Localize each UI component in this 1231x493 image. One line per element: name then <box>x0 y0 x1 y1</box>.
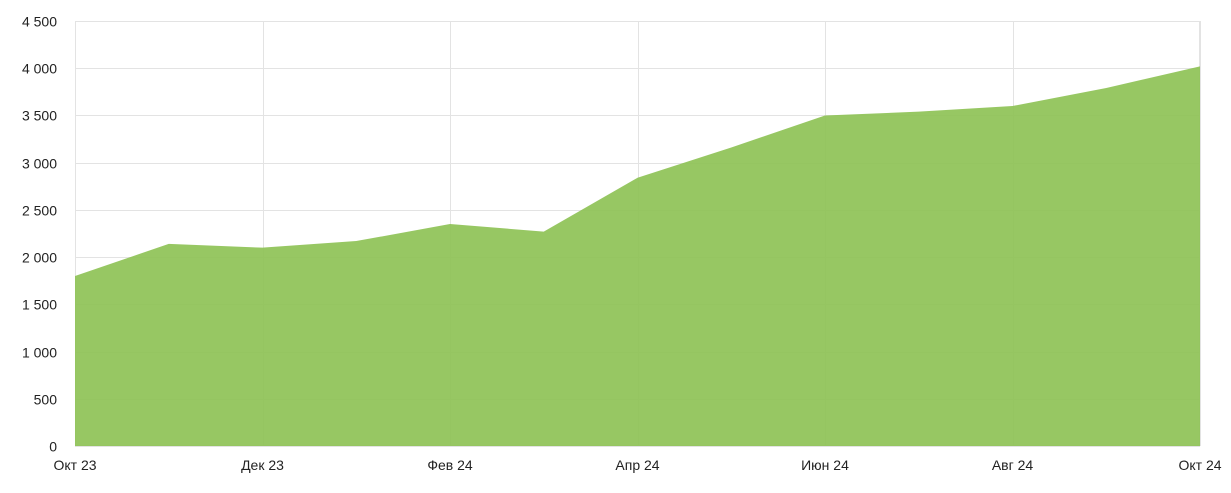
y-tick-label: 500 <box>34 392 58 408</box>
y-tick-label: 1 000 <box>22 345 57 361</box>
y-tick-label: 4 500 <box>22 14 57 30</box>
x-tick-label: Окт 23 <box>53 457 96 473</box>
y-axis: 0 500 1 000 1 500 2 000 2 500 3 000 3 500 4 000 4… <box>22 14 57 455</box>
series-area-group <box>75 66 1200 446</box>
x-tick-label: Апр 24 <box>615 457 659 473</box>
series-area <box>75 66 1200 446</box>
x-axis: Окт 23 Дек 23 Фев 24 Апр 24 Июн 24 Авг 24 Окт … <box>53 457 1221 473</box>
y-tick-label: 4 000 <box>22 61 57 77</box>
y-tick-label: 0 <box>49 439 57 455</box>
y-tick-label: 3 500 <box>22 108 57 124</box>
x-tick-label: Июн 24 <box>801 457 849 473</box>
y-tick-label: 3 000 <box>22 156 57 172</box>
y-tick-label: 1 500 <box>22 297 57 313</box>
x-tick-label: Фев 24 <box>427 457 473 473</box>
y-tick-label: 2 000 <box>22 250 57 266</box>
x-tick-label: Окт 24 <box>1178 457 1221 473</box>
y-tick-label: 2 500 <box>22 203 57 219</box>
x-tick-label: Авг 24 <box>992 457 1034 473</box>
x-tick-label: Дек 23 <box>241 457 284 473</box>
